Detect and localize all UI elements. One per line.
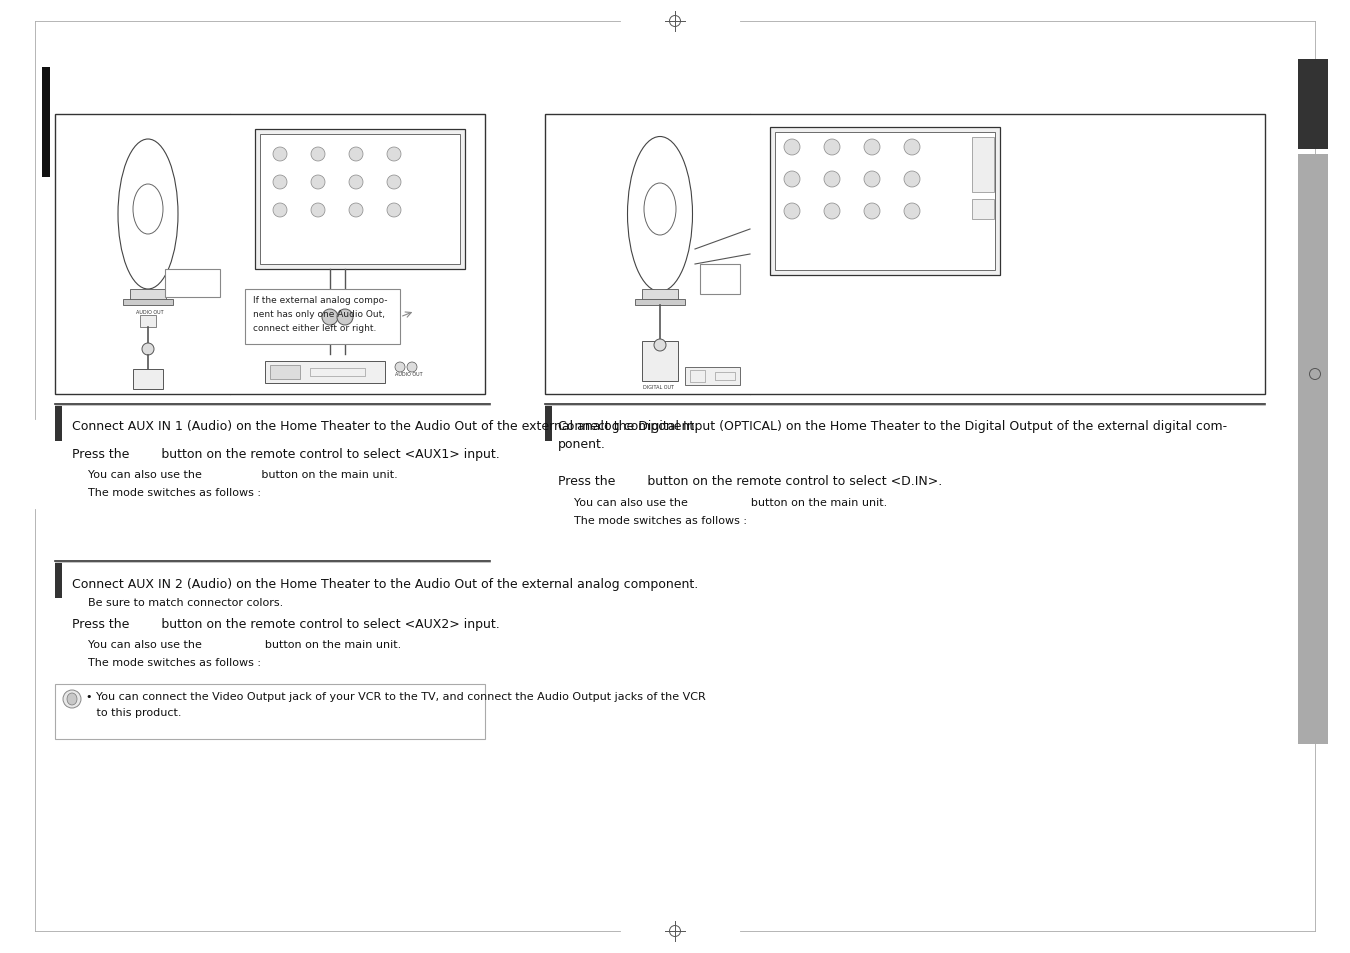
Text: Connect the Digital Input (OPTICAL) on the Home Theater to the Digital Output of: Connect the Digital Input (OPTICAL) on t…	[558, 419, 1227, 433]
Bar	[55, 684, 485, 740]
Bar	[972, 200, 994, 220]
Circle shape	[350, 204, 363, 218]
Circle shape	[396, 363, 405, 373]
Circle shape	[323, 310, 338, 326]
Bar	[775, 132, 995, 271]
Circle shape	[310, 204, 325, 218]
Text: Press the        button on the remote control to select <AUX2> input.: Press the button on the remote control t…	[72, 618, 500, 630]
Bar	[255, 130, 464, 270]
Text: nent has only one Audio Out,: nent has only one Audio Out,	[252, 310, 385, 318]
Text: Press the        button on the remote control to select <AUX1> input.: Press the button on the remote control t…	[72, 448, 500, 460]
Circle shape	[387, 204, 401, 218]
Bar	[55, 563, 62, 598]
Text: AUDIO OUT: AUDIO OUT	[396, 372, 423, 376]
Circle shape	[824, 140, 840, 156]
Circle shape	[350, 175, 363, 190]
Bar	[701, 265, 740, 294]
Bar	[716, 373, 734, 380]
Text: The mode switches as follows :: The mode switches as follows :	[574, 516, 747, 525]
Text: ponent.: ponent.	[558, 437, 606, 451]
Bar	[1297, 154, 1328, 744]
Text: DIGITAL OUT: DIGITAL OUT	[643, 385, 674, 390]
Bar	[130, 290, 166, 302]
Circle shape	[63, 690, 81, 708]
Bar	[123, 299, 173, 306]
Text: Connect AUX IN 2 (Audio) on the Home Theater to the Audio Out of the external an: Connect AUX IN 2 (Audio) on the Home The…	[72, 578, 698, 590]
Circle shape	[784, 140, 801, 156]
Circle shape	[338, 310, 352, 326]
Circle shape	[653, 339, 666, 352]
Circle shape	[387, 175, 401, 190]
Bar	[270, 366, 300, 379]
Text: AUDIO OUT: AUDIO OUT	[136, 310, 163, 314]
Bar	[684, 368, 740, 386]
Circle shape	[273, 175, 288, 190]
Text: connect either left or right.: connect either left or right.	[252, 324, 377, 333]
Bar	[55, 115, 485, 395]
Circle shape	[904, 172, 919, 188]
Circle shape	[350, 148, 363, 162]
Circle shape	[824, 172, 840, 188]
Ellipse shape	[68, 693, 77, 705]
Circle shape	[387, 148, 401, 162]
Text: Be sure to match connector colors.: Be sure to match connector colors.	[88, 598, 284, 607]
Circle shape	[406, 363, 417, 373]
Bar	[972, 138, 994, 193]
Bar	[261, 135, 460, 265]
Circle shape	[824, 204, 840, 220]
Bar	[643, 341, 678, 381]
Circle shape	[864, 140, 880, 156]
Text: Connect AUX IN 1 (Audio) on the Home Theater to the Audio Out of the external an: Connect AUX IN 1 (Audio) on the Home The…	[72, 419, 698, 433]
Text: • You can connect the Video Output jack of your VCR to the TV, and connect the A: • You can connect the Video Output jack …	[86, 691, 706, 701]
Circle shape	[273, 148, 288, 162]
Circle shape	[864, 172, 880, 188]
Circle shape	[310, 175, 325, 190]
Bar	[545, 115, 1265, 395]
Bar	[140, 315, 157, 328]
Circle shape	[310, 148, 325, 162]
Bar	[690, 371, 705, 382]
Text: If the external analog compo-: If the external analog compo-	[252, 295, 387, 305]
Bar	[42, 68, 50, 178]
Circle shape	[784, 172, 801, 188]
Bar	[165, 270, 220, 297]
Circle shape	[864, 204, 880, 220]
Bar	[310, 369, 364, 376]
Bar	[769, 128, 1000, 275]
Circle shape	[273, 204, 288, 218]
Circle shape	[904, 140, 919, 156]
Text: You can also use the                  button on the main unit.: You can also use the button on the main …	[88, 639, 401, 649]
Text: Press the        button on the remote control to select <D.IN>.: Press the button on the remote control t…	[558, 475, 942, 488]
Circle shape	[784, 204, 801, 220]
Text: You can also use the                 button on the main unit.: You can also use the button on the main …	[88, 470, 398, 479]
Text: You can also use the                  button on the main unit.: You can also use the button on the main …	[574, 497, 887, 507]
Bar	[55, 407, 62, 441]
Text: The mode switches as follows :: The mode switches as follows :	[88, 488, 261, 497]
Bar	[545, 407, 552, 441]
Bar	[1297, 60, 1328, 150]
Circle shape	[142, 344, 154, 355]
Circle shape	[904, 204, 919, 220]
Bar	[244, 290, 400, 345]
Bar	[134, 370, 163, 390]
Bar	[634, 299, 684, 306]
Bar	[643, 290, 678, 302]
Bar	[265, 361, 385, 384]
Text: to this product.: to this product.	[86, 707, 181, 718]
Text: The mode switches as follows :: The mode switches as follows :	[88, 658, 261, 667]
